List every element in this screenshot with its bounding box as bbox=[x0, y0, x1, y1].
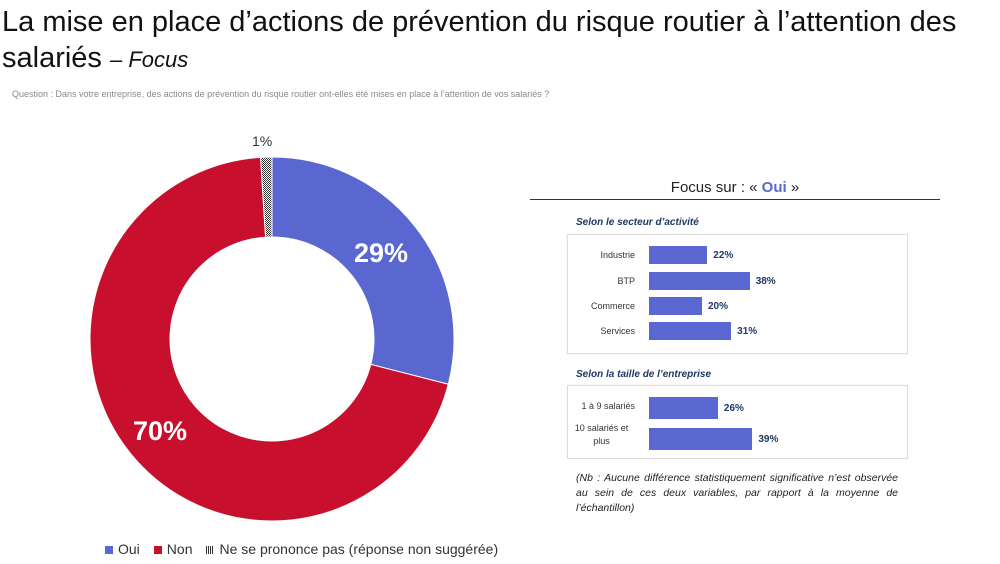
donut-slice-nsp bbox=[260, 156, 273, 238]
focus-suffix: » bbox=[790, 179, 800, 196]
legend-item-oui: Oui bbox=[105, 541, 140, 557]
bar-category-label: 1 à 9 salariés bbox=[581, 401, 635, 411]
page-title: La mise en place d’actions de prévention… bbox=[2, 4, 992, 78]
title-suffix: – Focus bbox=[110, 47, 189, 72]
legend-label: Ne se prononce pas (réponse non suggérée… bbox=[219, 541, 499, 557]
bar-row: 1 à 9 salariés 26% bbox=[568, 397, 907, 419]
donut-slice-non bbox=[89, 156, 449, 522]
bar-row: Industrie 22% bbox=[568, 246, 907, 266]
size-subtitle: Selon la taille de l’entreprise bbox=[576, 369, 712, 380]
bar-category-label: Commerce bbox=[590, 301, 635, 311]
bar bbox=[649, 297, 702, 315]
size-bar-chart: 1 à 9 salariés 26% 10 salariés et plus 39% bbox=[567, 385, 908, 459]
sector-subtitle: Selon le secteur d’activité bbox=[576, 217, 699, 228]
legend-swatch bbox=[206, 546, 215, 554]
bar-value-label: 26% bbox=[723, 403, 744, 414]
bar-row: Services 31% bbox=[568, 322, 907, 342]
legend-swatch bbox=[105, 546, 113, 554]
data-label-nsp: 1% bbox=[252, 133, 273, 149]
donut-slice-oui bbox=[271, 156, 455, 385]
data-label-non: 70% bbox=[133, 416, 188, 446]
data-label-oui: 29% bbox=[354, 238, 409, 268]
footnote: (Nb : Aucune différence statistiquement … bbox=[576, 472, 898, 514]
bar-category-label: BTP bbox=[617, 276, 635, 286]
legend-label: Oui bbox=[118, 541, 140, 557]
bar-row: BTP 38% bbox=[568, 272, 907, 292]
bar-row: 10 salariés et plus 39% bbox=[568, 423, 907, 450]
bar bbox=[649, 397, 718, 419]
legend-item-non: Non bbox=[153, 541, 193, 557]
sector-bar-chart: Industrie 22% BTP 38% Commerce 20% Services 31% bbox=[567, 234, 908, 354]
bar-category-label: 10 salariés et plus bbox=[574, 423, 629, 446]
focus-prefix: Focus sur : « bbox=[670, 179, 758, 196]
title-text: La mise en place d’actions de prévention… bbox=[2, 6, 957, 74]
bar-category-label: Industrie bbox=[600, 250, 635, 260]
bar-value-label: 31% bbox=[737, 326, 758, 337]
bar-value-label: 20% bbox=[708, 301, 729, 312]
bar bbox=[649, 272, 750, 290]
question-text: Question : Dans votre entreprise, des ac… bbox=[12, 89, 550, 99]
focus-highlight: Oui bbox=[761, 179, 787, 196]
bar-row: Commerce 20% bbox=[568, 297, 907, 317]
legend-label: Non bbox=[166, 541, 193, 557]
divider bbox=[530, 199, 940, 200]
bar-category-label: Services bbox=[600, 326, 635, 336]
legend: Oui Non Ne se prononce pas (réponse non … bbox=[105, 541, 498, 557]
bar-value-label: 38% bbox=[755, 276, 776, 287]
bar bbox=[649, 246, 708, 264]
legend-swatch bbox=[153, 546, 162, 554]
bar-value-label: 39% bbox=[758, 434, 779, 445]
donut-chart bbox=[89, 156, 455, 522]
legend-item-nsp: Ne se prononce pas (réponse non suggérée… bbox=[206, 541, 498, 557]
bar bbox=[649, 322, 732, 340]
focus-title: Focus sur : « Oui » bbox=[530, 179, 940, 196]
bar-value-label: 22% bbox=[713, 250, 734, 261]
bar bbox=[649, 428, 753, 450]
